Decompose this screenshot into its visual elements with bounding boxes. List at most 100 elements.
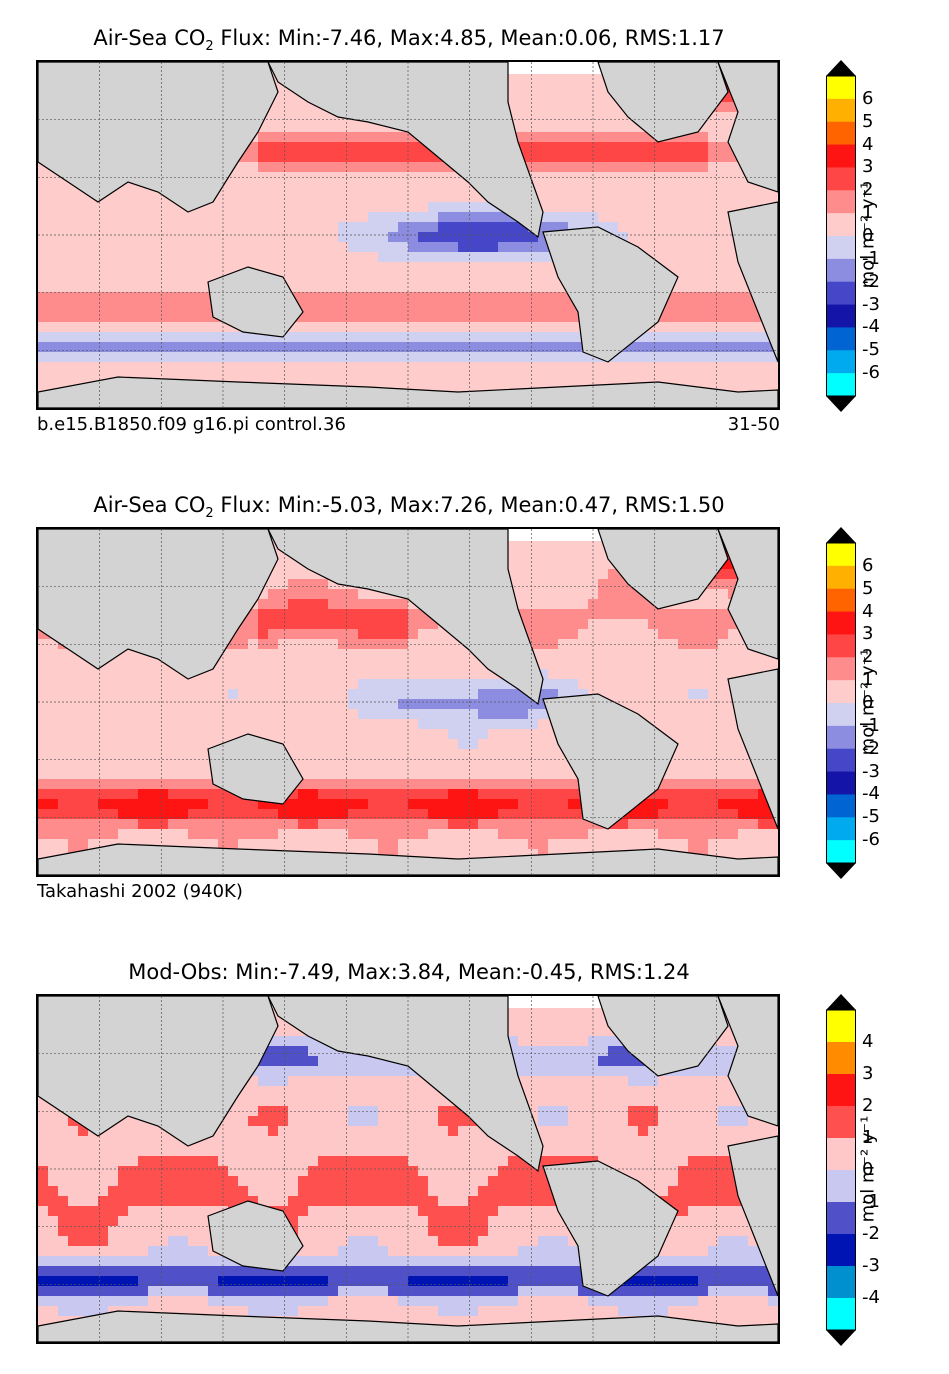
field-cell xyxy=(538,232,549,243)
field-cell xyxy=(428,342,439,353)
field-cell xyxy=(448,779,459,790)
field-cell xyxy=(258,192,269,203)
field-cell xyxy=(58,352,69,363)
field-cell xyxy=(488,332,499,343)
field-cell xyxy=(458,252,469,263)
field-cell xyxy=(688,739,699,750)
field-cell xyxy=(258,342,269,353)
field-cell xyxy=(148,739,159,750)
field-cell xyxy=(718,709,729,720)
field-cell xyxy=(488,769,499,780)
field-cell xyxy=(438,699,449,710)
field-cell xyxy=(468,679,479,690)
field-cell xyxy=(578,212,589,223)
field-cell xyxy=(338,292,349,303)
field-cell xyxy=(278,709,289,720)
field-cell xyxy=(518,252,529,263)
field-cell xyxy=(698,829,709,840)
field-cell xyxy=(388,332,399,343)
field-cell xyxy=(278,599,289,610)
field-cell xyxy=(268,242,279,253)
field-cell xyxy=(508,112,519,123)
field-cell xyxy=(418,352,429,363)
field-cell xyxy=(258,372,269,383)
field-cell xyxy=(518,282,529,293)
field-cell xyxy=(328,839,339,850)
field-cell xyxy=(338,272,349,283)
field-cell xyxy=(698,599,709,610)
field-cell xyxy=(238,342,249,353)
field-cell xyxy=(68,699,79,710)
field-cell xyxy=(208,819,219,830)
field-cell xyxy=(638,699,649,710)
field-cell xyxy=(148,699,159,710)
field-cell xyxy=(258,122,269,133)
field-cell xyxy=(538,699,549,710)
field-cell xyxy=(118,272,129,283)
field-cell xyxy=(378,749,389,760)
field-cell xyxy=(208,202,219,213)
field-cell xyxy=(428,272,439,283)
field-cell xyxy=(118,282,129,293)
field-cell xyxy=(648,649,659,660)
field-cell xyxy=(498,322,509,333)
field-cell xyxy=(308,102,319,113)
field-cell xyxy=(418,759,429,770)
field-cell xyxy=(408,829,419,840)
field-cell xyxy=(438,222,449,233)
field-cell xyxy=(128,769,139,780)
field-cell xyxy=(548,292,559,303)
field-cell xyxy=(378,312,389,323)
field-cell xyxy=(88,749,99,760)
field-cell xyxy=(548,272,559,283)
field-cell xyxy=(498,809,509,820)
field-cell xyxy=(238,242,249,253)
field-cell xyxy=(418,302,429,313)
field-cell xyxy=(308,262,319,273)
field-cell xyxy=(248,242,259,253)
field-cell xyxy=(318,362,329,373)
field-cell xyxy=(408,132,419,143)
field-cell xyxy=(98,789,109,800)
field-cell xyxy=(728,619,739,630)
field-cell xyxy=(98,779,109,790)
field-cell xyxy=(368,212,379,223)
field-cell xyxy=(318,192,329,203)
field-cell xyxy=(568,172,579,183)
field-cell xyxy=(428,809,439,820)
field-cell xyxy=(688,789,699,800)
field-cell xyxy=(448,232,459,243)
field-cell xyxy=(88,292,99,303)
field-cell xyxy=(338,819,349,830)
field-cell xyxy=(408,282,419,293)
field-cell xyxy=(418,362,429,373)
field-cell xyxy=(708,729,719,740)
field-cell xyxy=(488,779,499,790)
field-cell xyxy=(278,122,289,133)
field-cell xyxy=(578,152,589,163)
field-cell xyxy=(78,242,89,253)
field-cell xyxy=(208,262,219,273)
field-cell xyxy=(618,579,629,590)
field-cell xyxy=(608,162,619,173)
field-cell xyxy=(328,152,339,163)
field-cell xyxy=(508,382,519,393)
field-cell xyxy=(498,372,509,383)
field-cell xyxy=(458,182,469,193)
field-cell xyxy=(128,719,139,730)
field-cell xyxy=(638,132,649,143)
field-cell xyxy=(558,362,569,373)
field-cell xyxy=(38,789,49,800)
field-cell xyxy=(548,142,559,153)
field-cell xyxy=(388,639,399,650)
field-cell xyxy=(438,312,449,323)
field-cell xyxy=(608,679,619,690)
field-cell xyxy=(738,809,749,820)
field-cell xyxy=(358,669,369,680)
field-cell xyxy=(228,709,239,720)
field-cell xyxy=(58,362,69,373)
field-cell xyxy=(358,829,369,840)
field-cell xyxy=(48,759,59,770)
field-cell xyxy=(538,629,549,640)
field-cell xyxy=(268,589,279,600)
